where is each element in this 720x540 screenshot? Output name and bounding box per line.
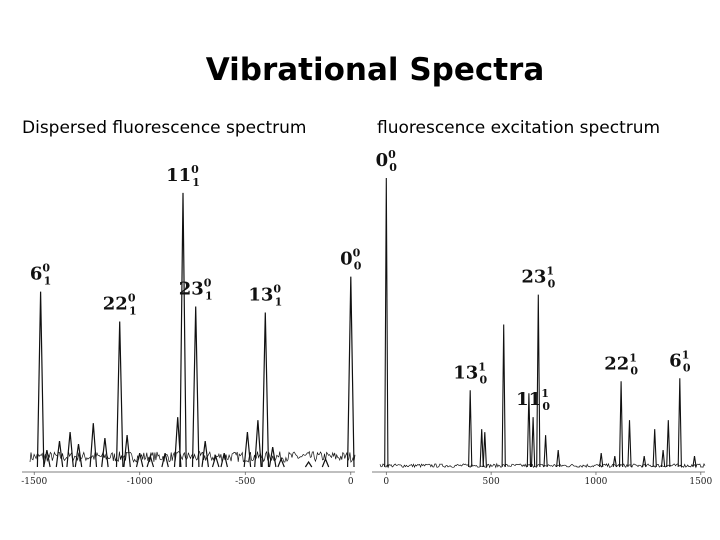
dispersed-peak: [321, 457, 330, 468]
dispersed-peak: [161, 452, 169, 468]
dispersed-panel: 60 1 220 1 110 1 230 1 130 1 00 0 -1500 -1000 -500 0: [21, 163, 362, 487]
excitation-peak-label: 221 0: [604, 351, 638, 377]
dispersed-peak: [115, 321, 124, 468]
left-panel-title: Dispersed fluorescence spectrum: [22, 118, 307, 138]
dispersed-peak: [254, 420, 262, 468]
dispersed-peak: [123, 435, 131, 468]
dispersed-peak: [66, 432, 74, 468]
excitation-peak: [556, 450, 561, 468]
dispersed-peak: [43, 449, 51, 468]
excitation-peak: [599, 453, 604, 468]
dispersed-peak: [89, 423, 98, 468]
dispersed-peak: [191, 306, 200, 468]
excitation-peak: [526, 393, 532, 468]
dispersed-peak: [101, 438, 109, 468]
excitation-peak: [642, 456, 647, 468]
dispersed-peak: [173, 417, 182, 468]
excitation-peak: [666, 420, 671, 468]
dispersed-peak: [74, 444, 83, 468]
dispersed-peak-label: 230 1: [179, 277, 213, 303]
excitation-peak-label: 111 0: [516, 387, 550, 413]
excitation-tick-label: 500: [483, 477, 500, 487]
excitation-peak-label: 61 0: [669, 348, 691, 374]
excitation-peak: [652, 429, 657, 468]
excitation-peak: [530, 417, 536, 468]
dispersed-peak: [55, 441, 64, 468]
dispersed-peak-label: 60 1: [30, 262, 51, 288]
dispersed-peak-label: 110 1: [166, 163, 200, 189]
excitation-peak: [660, 450, 666, 468]
dispersed-peak-label: 00 0: [340, 247, 362, 273]
right-panel-title: fluorescence excitation spectrum: [377, 118, 661, 138]
dispersed-peak: [201, 441, 209, 468]
excitation-peak: [536, 294, 541, 468]
dispersed-peak: [268, 447, 277, 468]
dispersed-peak: [220, 452, 228, 468]
excitation-peak: [618, 381, 624, 468]
excitation-peak: [543, 435, 548, 468]
dispersed-tick-label: -500: [235, 477, 255, 487]
dispersed-peak: [135, 452, 144, 468]
dispersed-peak: [211, 453, 220, 468]
dispersed-peak: [304, 460, 313, 468]
excitation-peak: [627, 420, 632, 468]
dispersed-peak: [277, 457, 285, 468]
excitation-peak: [479, 429, 484, 468]
dispersed-peak-label: 130 1: [248, 283, 282, 309]
excitation-peak-label: 131 0: [453, 360, 487, 386]
dispersed-peak: [261, 312, 270, 468]
excitation-peak: [384, 177, 389, 468]
dispersed-peak: [179, 192, 187, 468]
dispersed-peak-label: 220 1: [103, 292, 137, 318]
excitation-peak: [692, 456, 697, 468]
dispersed-tick-label: 0: [348, 477, 354, 487]
excitation-peak: [501, 324, 506, 468]
excitation-peak: [677, 378, 682, 468]
dispersed-peak: [243, 432, 252, 468]
excitation-tick-label: 1500: [689, 477, 712, 487]
dispersed-peak: [36, 291, 45, 468]
excitation-peak: [612, 456, 617, 468]
dispersed-tick-label: -1500: [21, 477, 47, 487]
dispersed-peak: [347, 276, 355, 468]
excitation-peak: [482, 432, 487, 468]
page-title: Vibrational Spectra: [205, 52, 545, 88]
excitation-tick-label: 1000: [585, 477, 608, 487]
dispersed-tick-label: -1000: [127, 477, 153, 487]
excitation-tick-label: 0: [383, 477, 389, 487]
dispersed-peak: [146, 453, 155, 468]
excitation-panel: 00 0 131 0 111 0 231 0 221 0 61 0 0 500 1000 1500: [372, 148, 713, 487]
excitation-peak-label: 231 0: [521, 265, 555, 291]
excitation-peak-label: 00 0: [376, 148, 398, 174]
excitation-baseline-trace: [379, 462, 706, 469]
excitation-peak: [468, 390, 473, 468]
